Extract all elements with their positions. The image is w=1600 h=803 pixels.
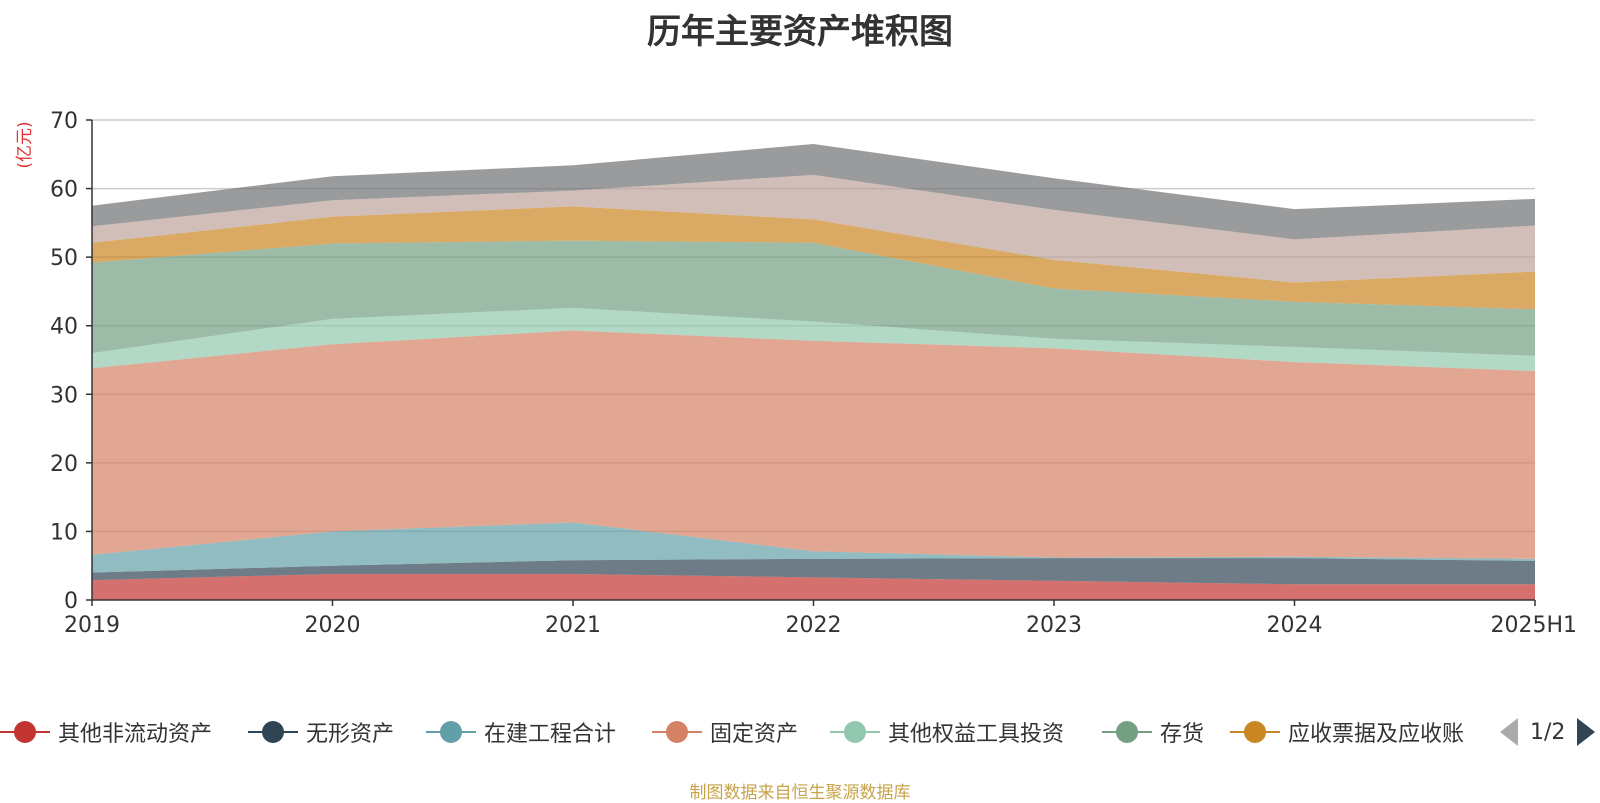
y-tick-label: 20: [50, 452, 78, 477]
y-tick-label: 0: [64, 589, 78, 614]
legend-label: 无形资产: [306, 722, 395, 747]
x-tick-label: 2019: [64, 613, 120, 638]
legend-marker-icon: [1102, 712, 1152, 752]
area-series-5: [92, 240, 1535, 356]
legend-pager: 1/2: [1500, 712, 1596, 752]
x-tick-label: 2021: [545, 613, 601, 638]
legend-label: 在建工程合计: [484, 722, 617, 747]
area-series-3: [92, 330, 1535, 559]
x-tick-label: 2025H1: [1490, 613, 1577, 638]
legend-marker-icon: [652, 712, 702, 752]
x-tick-label: 2024: [1267, 613, 1323, 638]
y-axis-unit-label: (亿元): [15, 121, 35, 168]
pager-prev-icon[interactable]: [1500, 718, 1518, 746]
legend-item-fixed-assets[interactable]: 固定资产: [652, 712, 798, 752]
pager-page-indicator: 1/2: [1530, 719, 1566, 745]
legend-marker-icon: [830, 712, 880, 752]
source-note: 制图数据来自恒生聚源数据库: [689, 783, 911, 803]
pager-next-icon[interactable]: [1577, 718, 1596, 746]
legend-label: 固定资产: [710, 722, 799, 747]
y-tick-label: 40: [50, 315, 78, 340]
area-series: [92, 144, 1535, 600]
axes: 0 10 20 30 40 50 60 70 2019 2020 2021 2022 2023 2024 2…: [50, 109, 1577, 638]
x-tick-label: 2022: [786, 613, 842, 638]
legend-marker-icon: [0, 712, 50, 752]
y-tick-label: 70: [50, 109, 78, 134]
legend: 其他非流动资产 无形资产 在建工程合计 固定资产 其他权益工具投资 存货 应: [0, 712, 1600, 752]
x-tick-label: 2023: [1026, 613, 1082, 638]
area-series-8: [92, 144, 1535, 240]
area-series-1: [92, 558, 1535, 585]
chart-title: 历年主要资产堆积图: [647, 12, 953, 52]
area-series-4: [92, 307, 1535, 371]
legend-item-intangible[interactable]: 无形资产: [248, 712, 394, 752]
legend-label: 应收票据及应收账: [1288, 722, 1465, 747]
y-tick-label: 50: [50, 246, 78, 271]
y-tick-label: 10: [50, 520, 78, 545]
area-series-7: [92, 174, 1535, 283]
legend-item-equity-investments[interactable]: 其他权益工具投资: [830, 712, 1064, 752]
legend-item-other-noncurrent[interactable]: 其他非流动资产: [0, 712, 212, 752]
legend-label: 存货: [1160, 722, 1205, 747]
legend-item-inventory[interactable]: 存货: [1102, 712, 1204, 752]
y-tick-label: 30: [50, 383, 78, 408]
legend-label: 其他非流动资产: [58, 722, 213, 747]
area-series-2: [92, 522, 1535, 573]
area-series-6: [92, 206, 1535, 310]
legend-item-construction[interactable]: 在建工程合计: [426, 712, 616, 752]
area-series-0: [92, 573, 1535, 600]
y-tick-label: 60: [50, 178, 78, 203]
legend-marker-icon: [426, 712, 476, 752]
legend-item-receivables[interactable]: 应收票据及应收账: [1230, 712, 1464, 752]
legend-label: 其他权益工具投资: [888, 722, 1065, 747]
legend-marker-icon: [1230, 712, 1280, 752]
x-tick-label: 2020: [305, 613, 361, 638]
stacked-area-chart: 0 10 20 30 40 50 60 70 2019 2020 2021 2022 2023 2024 2…: [15, 109, 1577, 638]
legend-marker-icon: [248, 712, 298, 752]
